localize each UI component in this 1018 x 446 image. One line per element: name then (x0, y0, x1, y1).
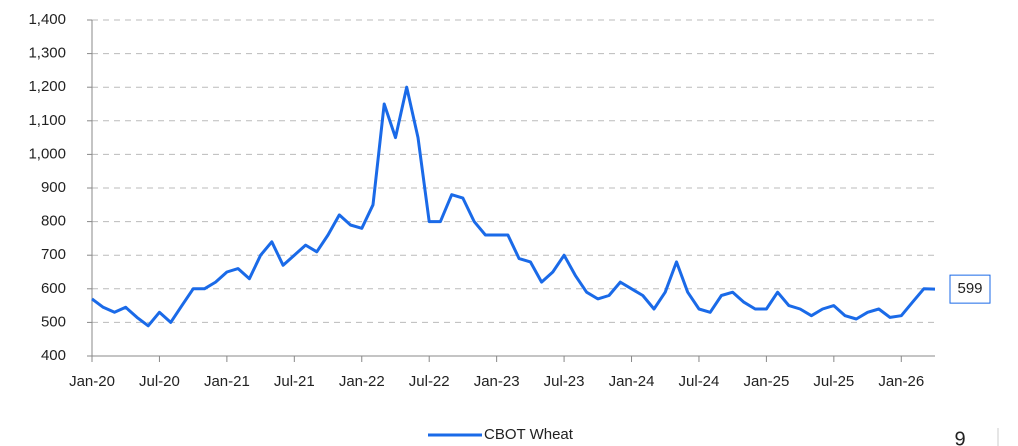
y-tick-label: 1,100 (28, 112, 66, 129)
x-tick-label: Jan-26 (878, 373, 924, 390)
x-tick-label: Jan-25 (743, 373, 789, 390)
page-number: 9 (954, 428, 965, 446)
x-tick-label: Jan-23 (474, 373, 520, 390)
y-tick-label: 1,200 (28, 78, 66, 95)
y-tick-label: 900 (41, 179, 66, 196)
y-tick-label: 700 (41, 246, 66, 263)
legend-label: CBOT Wheat (484, 426, 574, 443)
last-value-label: 599 (957, 280, 982, 297)
last-value-box (949, 274, 991, 304)
x-tick-label: Jan-21 (204, 373, 250, 390)
y-tick-label: 400 (41, 347, 66, 364)
y-tick-label: 800 (41, 213, 66, 230)
x-tick-label: Jul-25 (813, 373, 854, 390)
data-line (91, 85, 936, 328)
x-tick-label: Jul-21 (274, 373, 315, 390)
x-tick-label: Jul-24 (679, 373, 720, 390)
x-tick-label: Jan-24 (609, 373, 655, 390)
x-tick-label: Jul-20 (139, 373, 180, 390)
y-tick-label: 1,400 (28, 11, 66, 28)
x-tick-label: Jan-20 (69, 373, 115, 390)
y-tick-label: 600 (41, 280, 66, 297)
x-tick-label: Jul-22 (409, 373, 450, 390)
y-tick-label: 1,000 (28, 145, 66, 162)
y-tick-label: 500 (41, 313, 66, 330)
x-tick-label: Jul-23 (544, 373, 585, 390)
y-tick-label: 1,300 (28, 45, 66, 62)
x-tick-label: Jan-22 (339, 373, 385, 390)
